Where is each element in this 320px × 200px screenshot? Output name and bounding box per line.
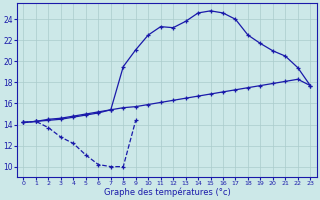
X-axis label: Graphe des températures (°c): Graphe des températures (°c)	[104, 187, 230, 197]
